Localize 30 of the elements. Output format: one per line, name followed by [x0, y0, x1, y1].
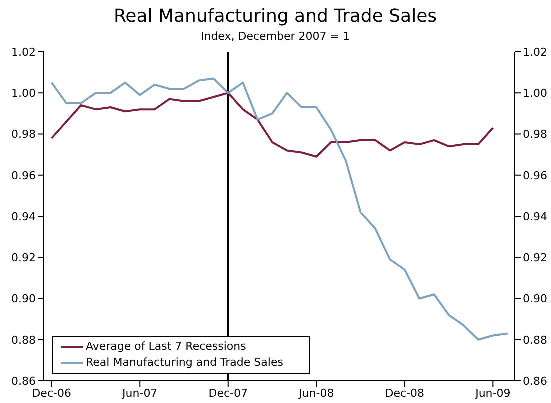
x-tick-label: Dec-07 — [208, 386, 248, 400]
chart-title: Real Manufacturing and Trade Sales — [112, 6, 438, 27]
x-tick-label: Dec-06 — [32, 386, 72, 400]
y-tick-label: 1.02 — [12, 46, 36, 59]
x-tick-label: Jun-08 — [298, 386, 334, 400]
y-tick-label: 0.86 — [12, 374, 36, 388]
y-tick-label: 1.00 — [12, 87, 36, 100]
y-tick-label: 0.92 — [12, 252, 36, 265]
legend-label: Real Manufacturing and Trade Sales — [86, 355, 284, 371]
legend-label: Average of Last 7 Recessions — [86, 339, 246, 355]
y2-tick-label: 0.98 — [523, 128, 548, 142]
y2-tick-label: 0.94 — [523, 210, 548, 224]
y2-tick-label: 0.88 — [523, 334, 548, 347]
y2-tick-label: 0.96 — [523, 169, 548, 182]
y-tick-label: 0.94 — [12, 210, 36, 224]
y2-tick-label: 0.90 — [523, 292, 548, 306]
line-series — [50, 92, 494, 158]
y-tick-label: 0.90 — [12, 292, 36, 306]
y2-tick-label: 0.92 — [523, 252, 548, 265]
y2-tick-label: 0.86 — [523, 374, 548, 388]
y2-tick-label: 1.02 — [523, 46, 548, 59]
x-tick-label: Jun-09 — [474, 386, 511, 400]
x-tick-label: Dec-08 — [385, 386, 425, 400]
y2-tick-label: 1.00 — [523, 87, 548, 100]
chart-subtitle: Index, December 2007 = 1 — [200, 30, 351, 43]
line-series — [50, 78, 509, 341]
y-tick-label: 0.88 — [12, 334, 36, 347]
y-tick-label: 0.96 — [12, 169, 36, 182]
x-tick-label: Jun-07 — [122, 386, 158, 400]
y-tick-label: 0.98 — [12, 128, 36, 142]
